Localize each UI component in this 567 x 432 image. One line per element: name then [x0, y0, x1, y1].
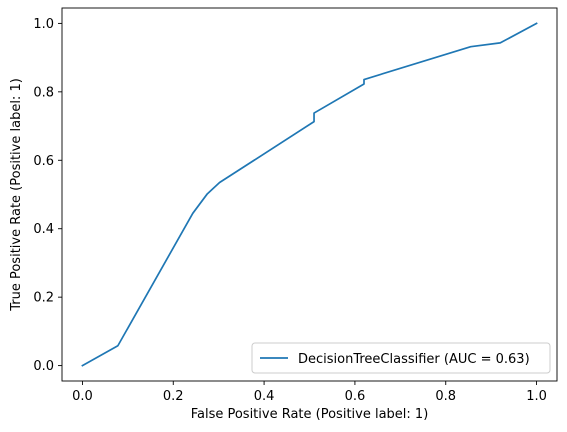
x-tick-label: 0.0	[72, 389, 93, 404]
plot-background	[62, 8, 557, 381]
y-tick-label: 0.4	[33, 222, 54, 237]
x-tick-label: 0.8	[435, 389, 456, 404]
series-line-0	[81, 22, 538, 367]
x-tick-label: 0.4	[254, 389, 275, 404]
y-tick-label: 0.6	[33, 154, 54, 169]
legend: DecisionTreeClassifier (AUC = 0.63)	[251, 342, 551, 374]
x-axis-label: False Positive Rate (Positive label: 1)	[191, 407, 429, 422]
y-tick-label: 0.0	[33, 359, 54, 374]
x-tick-label: 0.2	[163, 389, 184, 404]
x-axis-ticks: 0.0 0.2 0.4 0.6 0.8 1.0	[72, 381, 547, 404]
legend-box	[251, 342, 551, 374]
x-tick-label: 1.0	[526, 389, 547, 404]
x-tick-label: 0.6	[345, 389, 366, 404]
plot-area	[61, 7, 558, 382]
legend-label: DecisionTreeClassifier (AUC = 0.63)	[298, 352, 530, 367]
y-tick-label: 0.8	[33, 85, 54, 100]
axes-frame	[61, 7, 558, 382]
y-axis-label: True Positive Rate (Positive label: 1)	[9, 78, 24, 312]
y-axis-ticks: 0.0 0.2 0.4 0.6 0.8 1.0	[33, 17, 62, 374]
y-tick-label: 1.0	[33, 17, 54, 32]
y-tick-label: 0.2	[33, 291, 54, 306]
